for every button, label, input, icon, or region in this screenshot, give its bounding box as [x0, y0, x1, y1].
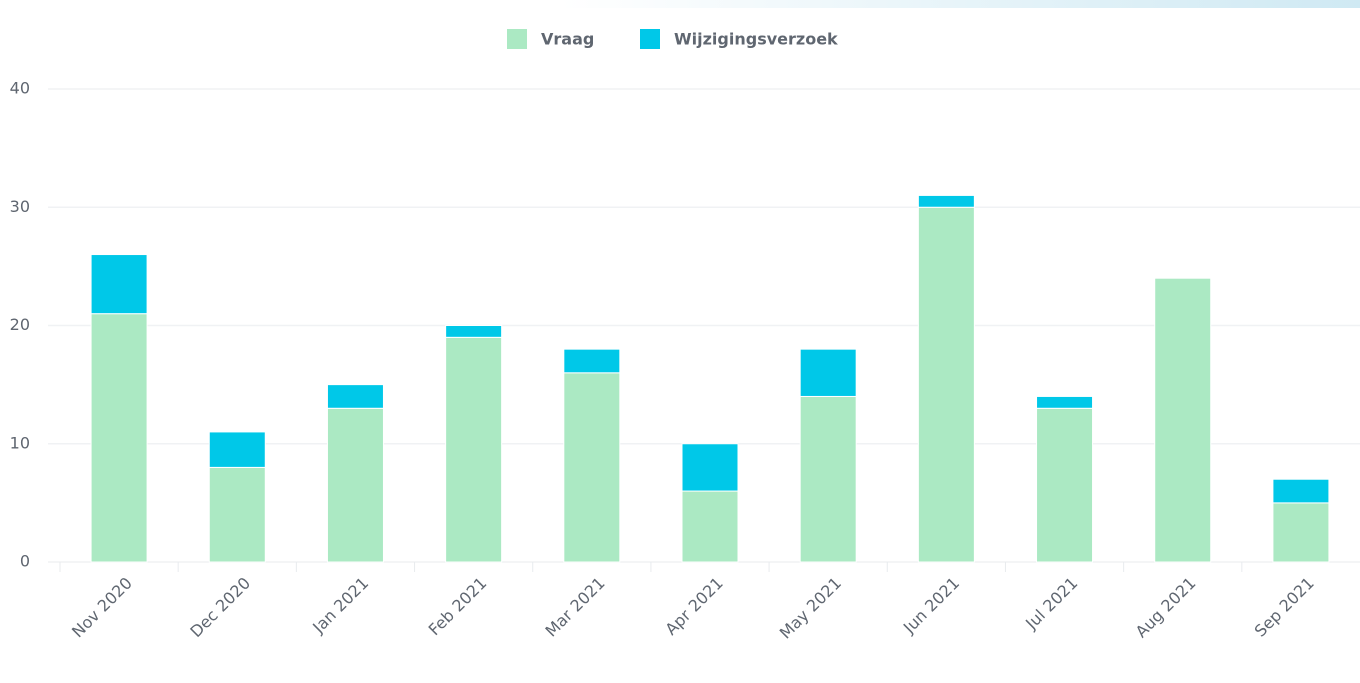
- y-tick-label: 10: [10, 433, 30, 452]
- header-strip: [560, 0, 1360, 8]
- x-tick-label: May 2021: [776, 573, 845, 642]
- bar-segment: [1154, 277, 1212, 563]
- x-tick-label: Sep 2021: [1251, 573, 1318, 640]
- y-tick-label: 20: [10, 315, 30, 334]
- x-tick-label: Feb 2021: [425, 573, 491, 639]
- y-tick-label: 30: [10, 197, 30, 216]
- bar-segment: [208, 466, 266, 563]
- bar-segment: [799, 395, 857, 563]
- bar-segment: [1272, 502, 1330, 563]
- legend-label: Vraag: [541, 30, 594, 49]
- bar-segment: [326, 384, 384, 409]
- legend-swatch: [507, 29, 527, 49]
- bar-segment: [1036, 407, 1094, 563]
- x-tick-label: Apr 2021: [661, 573, 726, 638]
- x-tick-label: Dec 2020: [186, 573, 254, 641]
- bar-segment: [445, 336, 503, 563]
- bar-segment: [90, 313, 148, 563]
- bar-segment: [917, 194, 975, 208]
- bar-segment: [917, 206, 975, 563]
- x-tick-label: Mar 2021: [541, 573, 608, 640]
- x-tick-label: Jun 2021: [899, 573, 963, 637]
- legend-swatch: [640, 29, 660, 49]
- bar-segment: [563, 348, 621, 374]
- legend-label: Wijzigingsverzoek: [674, 30, 838, 49]
- y-tick-label: 0: [20, 552, 30, 571]
- x-tick-label: Jan 2021: [308, 573, 372, 637]
- y-tick-label: 40: [10, 79, 30, 98]
- bar-segment: [681, 443, 739, 492]
- bar-segment: [1036, 395, 1094, 409]
- bar-segment: [799, 348, 857, 397]
- bar-segment: [445, 325, 503, 338]
- x-tick-label: Nov 2020: [68, 573, 136, 641]
- bar-segment: [326, 407, 384, 563]
- bar-segment: [681, 490, 739, 563]
- bar-segment: [1272, 478, 1330, 504]
- bar-segment: [563, 372, 621, 563]
- x-tick-label: Aug 2021: [1132, 573, 1200, 641]
- x-tick-label: Jul 2021: [1021, 573, 1081, 633]
- bar-segment: [90, 254, 148, 315]
- bar-segment: [208, 431, 266, 468]
